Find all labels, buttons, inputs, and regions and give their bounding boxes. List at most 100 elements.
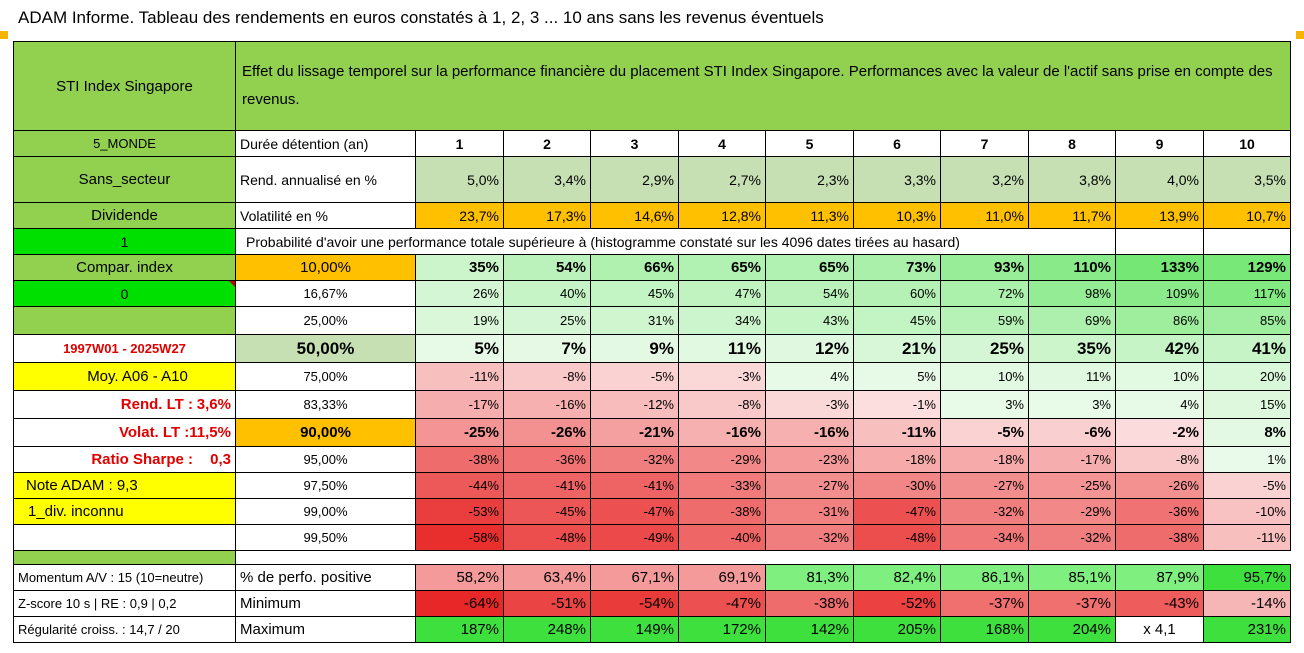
side-label: 1_div. inconnu — [13, 498, 236, 525]
volatility-label: Volatilité en % — [235, 202, 416, 229]
metric-cell: 81,3% — [765, 564, 854, 591]
probability-cell: -18% — [853, 446, 941, 473]
metric-cell: 86,1% — [940, 564, 1029, 591]
probability-cell: 11% — [1028, 362, 1116, 391]
probability-cell: -25% — [1028, 472, 1116, 499]
lt-sharpe-cell: Ratio Sharpe : 0,3 — [13, 446, 236, 473]
side-label — [13, 306, 236, 335]
report-title: ADAM Informe. Tableau des rendements en … — [0, 0, 1304, 33]
probability-cell: -48% — [853, 524, 941, 551]
probability-cell: -41% — [503, 472, 591, 499]
sector-label: Sans_secteur — [13, 156, 236, 203]
probability-cell: 98% — [1028, 280, 1116, 307]
probability-cell: 45% — [590, 280, 679, 307]
title-corner-right — [1296, 31, 1304, 39]
probability-cell: -49% — [590, 524, 679, 551]
year-header: 5 — [765, 130, 854, 157]
probability-cell: -17% — [1028, 446, 1116, 473]
probability-cell: -18% — [940, 446, 1029, 473]
volatility-cell: 17,3% — [503, 202, 591, 229]
side-label: 1997W01 - 2025W27 — [13, 334, 236, 363]
threshold-cell: 50,00% — [235, 334, 416, 363]
probability-cell: 133% — [1115, 254, 1204, 281]
metric-cell: 58,2% — [415, 564, 504, 591]
year-header: 1 — [415, 130, 504, 157]
holding-duration-label: Durée détention (an) — [235, 130, 416, 157]
side-label: Moy. A06 - A10 — [13, 362, 236, 391]
table-description: Effet du lissage temporel sur la perform… — [235, 41, 1291, 131]
threshold-cell: 90,00% — [235, 418, 416, 447]
probability-cell: -30% — [853, 472, 941, 499]
metric-cell: -64% — [415, 590, 504, 617]
metric-cell: 231% — [1203, 616, 1291, 643]
probability-cell: 3% — [940, 390, 1029, 419]
probability-cell: -32% — [940, 498, 1029, 525]
probability-cell: 129% — [1203, 254, 1291, 281]
side-label: Compar. index — [13, 254, 236, 281]
metric-cell: 85,1% — [1028, 564, 1116, 591]
probability-cell: -12% — [590, 390, 679, 419]
volatility-cell: 23,7% — [415, 202, 504, 229]
probability-cell: -16% — [678, 418, 766, 447]
lt-volat-cell: Volat. LT :11,5% — [13, 418, 236, 447]
probability-cell: 85% — [1203, 306, 1291, 335]
probability-cell: -29% — [678, 446, 766, 473]
probability-cell: -38% — [415, 446, 504, 473]
probability-cell: 47% — [678, 280, 766, 307]
metric-cell: -52% — [853, 590, 941, 617]
probability-cell: 109% — [1115, 280, 1204, 307]
volatility-cell: 10,3% — [853, 202, 941, 229]
probability-cell: 54% — [503, 254, 591, 281]
probability-cell: 19% — [415, 306, 504, 335]
probability-cell: 20% — [1203, 362, 1291, 391]
probability-cell: 65% — [678, 254, 766, 281]
year-header: 4 — [678, 130, 766, 157]
probability-cell: -48% — [503, 524, 591, 551]
probability-cell: 9% — [590, 334, 679, 363]
flag-one: 1 — [13, 228, 236, 255]
probability-cell: 7% — [503, 334, 591, 363]
probability-cell: -6% — [1028, 418, 1116, 447]
lt-rend-cell: Rend. LT :3,6% — [13, 390, 236, 419]
threshold-cell: 16,67% — [235, 280, 416, 307]
probability-cell: -27% — [765, 472, 854, 499]
dividend-label: Dividende — [13, 202, 236, 229]
metric-cell: -54% — [590, 590, 679, 617]
lt-volat-label: Volat. LT : — [119, 424, 190, 441]
threshold-cell: 97,50% — [235, 472, 416, 499]
metric-row-label: % de perfo. positive — [235, 564, 416, 591]
metric-cell: 248% — [503, 616, 591, 643]
metric-cell: 142% — [765, 616, 854, 643]
volatility-cell: 11,7% — [1028, 202, 1116, 229]
volatility-cell: 11,3% — [765, 202, 854, 229]
probability-cell: -5% — [590, 362, 679, 391]
threshold-cell: 95,00% — [235, 446, 416, 473]
probability-cell: 54% — [765, 280, 854, 307]
metric-cell: 205% — [853, 616, 941, 643]
annualized-return-label: Rend. annualisé en % — [235, 156, 416, 203]
threshold-cell: 75,00% — [235, 362, 416, 391]
probability-cell: -23% — [765, 446, 854, 473]
probability-cell: 60% — [853, 280, 941, 307]
probability-cell: -8% — [1115, 446, 1204, 473]
probability-cell: 3% — [1028, 390, 1116, 419]
probability-cell: -5% — [1203, 472, 1291, 499]
probability-cell: 25% — [940, 334, 1029, 363]
annualized-return-cell: 3,4% — [503, 156, 591, 203]
probability-cell: -45% — [503, 498, 591, 525]
year-header: 9 — [1115, 130, 1204, 157]
metric-cell: 87,9% — [1115, 564, 1204, 591]
volatility-cell: 12,8% — [678, 202, 766, 229]
probability-cell: -40% — [678, 524, 766, 551]
side-label — [13, 524, 236, 551]
metric-cell: -43% — [1115, 590, 1204, 617]
probability-cell: -16% — [503, 390, 591, 419]
probability-cell: -58% — [415, 524, 504, 551]
lt-rend-value: 3,6% — [196, 396, 231, 413]
probability-cell: 10% — [1115, 362, 1204, 391]
probability-cell: 35% — [1028, 334, 1116, 363]
year-header: 10 — [1203, 130, 1291, 157]
probability-cell: 73% — [853, 254, 941, 281]
probability-cell: -32% — [590, 446, 679, 473]
metric-cell: 187% — [415, 616, 504, 643]
